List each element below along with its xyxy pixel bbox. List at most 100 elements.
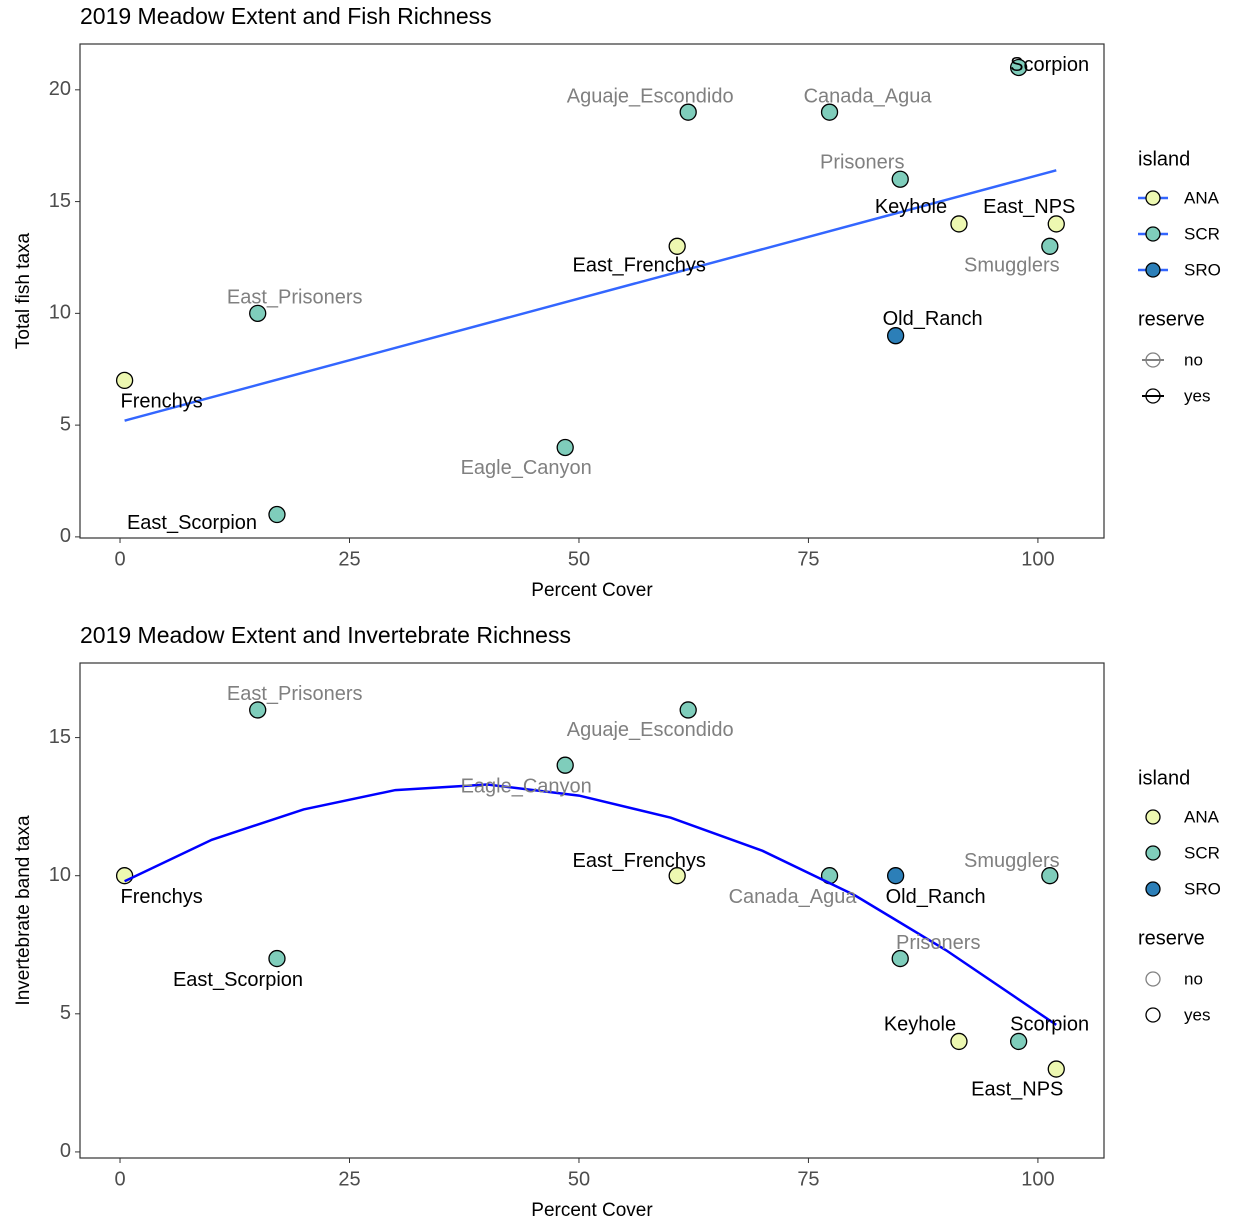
x-tick-label: 0 — [114, 548, 125, 570]
x-tick-label: 0 — [114, 1168, 125, 1190]
x-tick-label: 100 — [1021, 548, 1054, 570]
y-tick-label: 15 — [49, 190, 71, 212]
legend-key — [1145, 971, 1161, 987]
point-label: Frenchys — [120, 391, 202, 413]
chart-title: 2019 Meadow Extent and Fish Richness — [80, 3, 492, 29]
data-point — [249, 701, 267, 719]
legend-key — [1145, 226, 1161, 242]
legend-title: reserve — [1138, 927, 1205, 949]
data-point — [556, 756, 574, 774]
legend-label: yes — [1184, 386, 1210, 405]
data-point — [950, 1032, 968, 1051]
point-label: East_NPS — [983, 196, 1075, 218]
legend-key — [1145, 1007, 1161, 1023]
fit-line — [124, 783, 1057, 1026]
data-point — [679, 103, 697, 121]
plot-panel — [79, 662, 1105, 1159]
data-point — [886, 327, 905, 345]
y-tick-label: 10 — [49, 864, 71, 886]
data-point — [891, 170, 909, 188]
point-label: Canada_Agua — [804, 85, 933, 107]
y-tick-label: 5 — [60, 1002, 71, 1024]
y-tick-label: 15 — [49, 726, 71, 748]
point-label: Keyhole — [875, 196, 947, 218]
legend-key — [1145, 190, 1161, 206]
x-tick-label: 50 — [568, 548, 590, 570]
point-label: Eagle_Canyon — [461, 775, 592, 797]
legend-title: reserve — [1138, 308, 1205, 330]
data-point — [1047, 1060, 1065, 1078]
data-point — [268, 949, 286, 968]
fit-line — [124, 169, 1057, 422]
x-tick-label: 50 — [568, 1168, 590, 1190]
legend-key — [1145, 352, 1161, 368]
point-label: East_Frenchys — [572, 850, 705, 872]
data-point — [950, 215, 968, 233]
x-tick-label: 25 — [338, 1168, 360, 1190]
point-label: Frenchys — [120, 886, 202, 908]
legend-key — [1145, 881, 1161, 897]
point-label: Prisoners — [896, 932, 980, 954]
data-point — [268, 505, 286, 524]
point-label: Smugglers — [964, 255, 1060, 277]
point-label: Aguaje_Escondido — [567, 85, 734, 107]
data-point — [891, 949, 909, 968]
legend-key — [1145, 388, 1161, 404]
x-axis-title: Percent Cover — [531, 1200, 653, 1221]
point-label: Smugglers — [964, 850, 1060, 872]
point-label: Old_Ranch — [886, 886, 986, 908]
x-tick-label: 100 — [1021, 1168, 1054, 1190]
point-label: Old_Ranch — [883, 308, 983, 330]
data-point — [556, 438, 574, 457]
legend-label: ANA — [1184, 188, 1220, 207]
data-point — [1009, 1032, 1028, 1051]
point-label: Keyhole — [884, 1014, 956, 1036]
data-point — [886, 867, 905, 885]
y-tick-label: 10 — [49, 302, 71, 324]
plot-panel — [79, 43, 1105, 539]
legend-label: SCR — [1184, 224, 1220, 243]
legend-label: yes — [1184, 1005, 1210, 1024]
legend-title: island — [1138, 148, 1190, 170]
data-point — [1047, 215, 1065, 233]
data-point — [668, 237, 686, 255]
point-label: East_Prisoners — [227, 287, 363, 309]
point-label: Scorpion — [1010, 54, 1089, 76]
legend-key — [1145, 845, 1161, 861]
point-label: East_Scorpion — [127, 512, 257, 534]
legend-key — [1145, 262, 1161, 278]
point-label: East_Scorpion — [173, 969, 303, 991]
legend-label: SRO — [1184, 260, 1221, 279]
legend-label: SRO — [1184, 879, 1221, 898]
data-point — [249, 304, 267, 323]
x-axis-title: Percent Cover — [531, 580, 653, 601]
point-label: Eagle_Canyon — [461, 457, 592, 479]
legend-key — [1145, 809, 1161, 825]
legend-label: SCR — [1184, 843, 1220, 862]
y-tick-label: 5 — [60, 413, 71, 435]
point-label: Canada_Agua — [729, 886, 858, 908]
point-label: Prisoners — [820, 152, 904, 174]
legend-label: no — [1184, 350, 1203, 369]
data-point — [1009, 58, 1028, 77]
data-point — [668, 867, 686, 885]
x-tick-label: 25 — [338, 548, 360, 570]
x-tick-label: 75 — [797, 1168, 819, 1190]
chart-title: 2019 Meadow Extent and Invertebrate Rich… — [80, 622, 571, 648]
data-point — [820, 103, 839, 121]
data-point — [679, 701, 697, 719]
point-label: Aguaje_Escondido — [567, 719, 734, 741]
y-axis-title: Invertebrate band taxa — [13, 815, 34, 1006]
point-label: East_Frenchys — [572, 255, 705, 277]
data-point — [1041, 237, 1059, 255]
legend-label: no — [1184, 969, 1203, 988]
data-point — [115, 371, 134, 390]
point-label: East_Prisoners — [227, 683, 363, 705]
y-tick-label: 20 — [49, 78, 71, 100]
data-point — [1041, 867, 1059, 885]
x-tick-label: 75 — [797, 548, 819, 570]
y-axis-title: Total fish taxa — [13, 232, 34, 349]
point-label: East_NPS — [971, 1078, 1063, 1100]
y-tick-label: 0 — [60, 525, 71, 547]
